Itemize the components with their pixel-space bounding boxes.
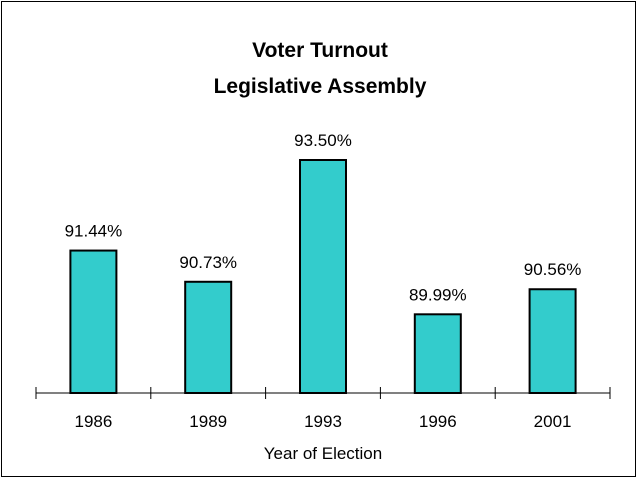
- bar-1993: [299, 159, 347, 394]
- x-tick-label-1996: 1996: [419, 412, 457, 431]
- bar-2001: [528, 288, 577, 394]
- x-axis-title: Year of Election: [264, 444, 382, 463]
- x-tick-label-1986: 1986: [74, 412, 112, 431]
- ticks-group: 1986 1989 1993 1996 2001: [35, 387, 611, 431]
- x-tick-label-1989: 1989: [189, 412, 227, 431]
- data-label-2001: 90.56%: [524, 260, 582, 279]
- data-label-1996: 89.99%: [409, 285, 467, 304]
- x-tick-label-2001: 2001: [534, 412, 572, 431]
- data-label-1986: 91.44%: [65, 222, 123, 241]
- bar-1996: [413, 313, 462, 395]
- bar-1986: [69, 249, 118, 394]
- bars-group: 91.44% 90.73% 93.50% 89.99% 90.56%: [65, 131, 582, 395]
- data-label-1993: 93.50%: [294, 131, 352, 150]
- data-label-1989: 90.73%: [179, 253, 237, 272]
- chart-title-line-2: Legislative Assembly: [214, 75, 427, 98]
- chart-title-line-1: Voter Turnout: [252, 39, 388, 62]
- x-tick-label-1993: 1993: [304, 412, 342, 431]
- bar-1989: [184, 280, 233, 395]
